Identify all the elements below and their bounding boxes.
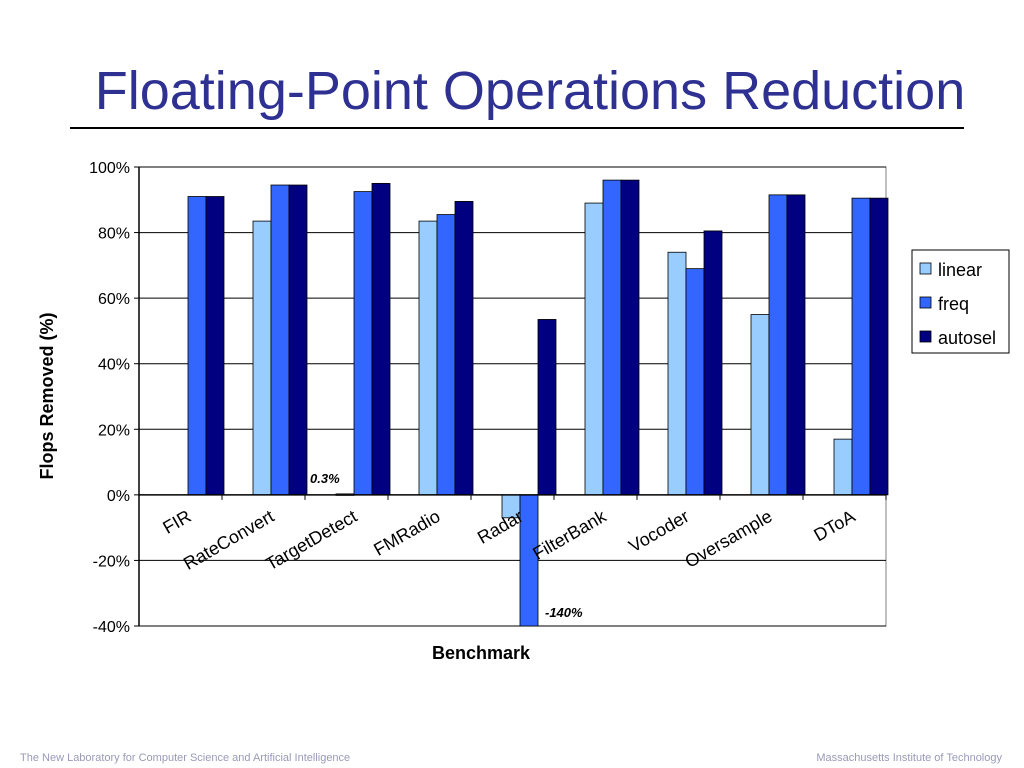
- bar-freq-filterbank: [602, 179, 622, 496]
- axes: [134, 166, 887, 627]
- y-tick-label: -40%: [93, 619, 130, 636]
- bar-linear-rateconvert: [252, 220, 272, 496]
- category-label: Radar: [474, 506, 526, 548]
- bar-autosel-vocoder: [703, 230, 723, 496]
- bar-autosel-fir: [205, 196, 225, 496]
- bar-freq-oversample: [768, 194, 788, 496]
- legend-swatch-autosel: [919, 330, 932, 343]
- slide-title: Floating-Point Operations Reduction: [94, 61, 966, 121]
- y-tick-label: 80%: [98, 226, 130, 243]
- category-label: FIR: [159, 506, 194, 538]
- bar-freq-fmradio: [436, 214, 456, 496]
- bar-freq-radar: [519, 494, 539, 627]
- bar-autosel-rateconvert: [288, 184, 308, 496]
- bar-linear-fmradio: [418, 220, 438, 496]
- footer-left-text: The New Laboratory for Computer Science …: [20, 752, 351, 764]
- bar-freq-targetdetect: [353, 191, 373, 496]
- footer-right-text: Massachusetts Institute of Technology: [816, 752, 1002, 764]
- bar-linear-dtoa: [833, 438, 853, 496]
- bar-autosel-radar: [537, 319, 557, 496]
- title-divider: [70, 127, 964, 129]
- category-label: FMRadio: [370, 506, 443, 560]
- y-tick-label: 20%: [98, 422, 130, 439]
- y-tick-label: -20%: [93, 553, 130, 570]
- bar-freq-rateconvert: [270, 184, 290, 496]
- annotation-label: -140%: [545, 605, 583, 620]
- bar-linear-filterbank: [584, 202, 604, 496]
- category-label: RateConvert: [180, 506, 278, 574]
- y-tick-label: 40%: [98, 357, 130, 374]
- category-label: Oversample: [681, 506, 775, 572]
- bar-linear-oversample: [750, 314, 770, 496]
- bar-linear-vocoder: [667, 251, 687, 496]
- annotation-label: 0.3%: [310, 471, 340, 486]
- legend-label-linear: linear: [938, 260, 982, 280]
- y-tick-label: 100%: [89, 160, 130, 177]
- category-label: DToA: [810, 506, 858, 545]
- legend-swatch-linear: [919, 262, 932, 275]
- x-axis-title: Benchmark: [432, 643, 531, 663]
- y-tick-label: 0%: [107, 488, 130, 505]
- category-label: TargetDetect: [262, 506, 360, 574]
- y-tick-label: 60%: [98, 291, 130, 308]
- bar-autosel-dtoa: [869, 197, 889, 496]
- bar-autosel-targetdetect: [371, 182, 391, 496]
- bar-autosel-fmradio: [454, 201, 474, 496]
- category-label: FilterBank: [529, 506, 610, 564]
- legend-label-freq: freq: [938, 294, 969, 314]
- bar-freq-vocoder: [685, 268, 705, 496]
- bar-freq-dtoa: [851, 197, 871, 496]
- legend-swatch-freq: [919, 296, 932, 309]
- bar-freq-fir: [187, 196, 207, 496]
- legend: linear freq autosel: [911, 249, 1010, 354]
- legend-label-autosel: autosel: [938, 328, 996, 348]
- category-label: Vocoder: [625, 506, 692, 556]
- bar-autosel-oversample: [786, 194, 806, 496]
- y-axis-title: Flops Removed (%): [37, 312, 57, 479]
- bar-autosel-filterbank: [620, 179, 640, 496]
- bars: [187, 179, 889, 627]
